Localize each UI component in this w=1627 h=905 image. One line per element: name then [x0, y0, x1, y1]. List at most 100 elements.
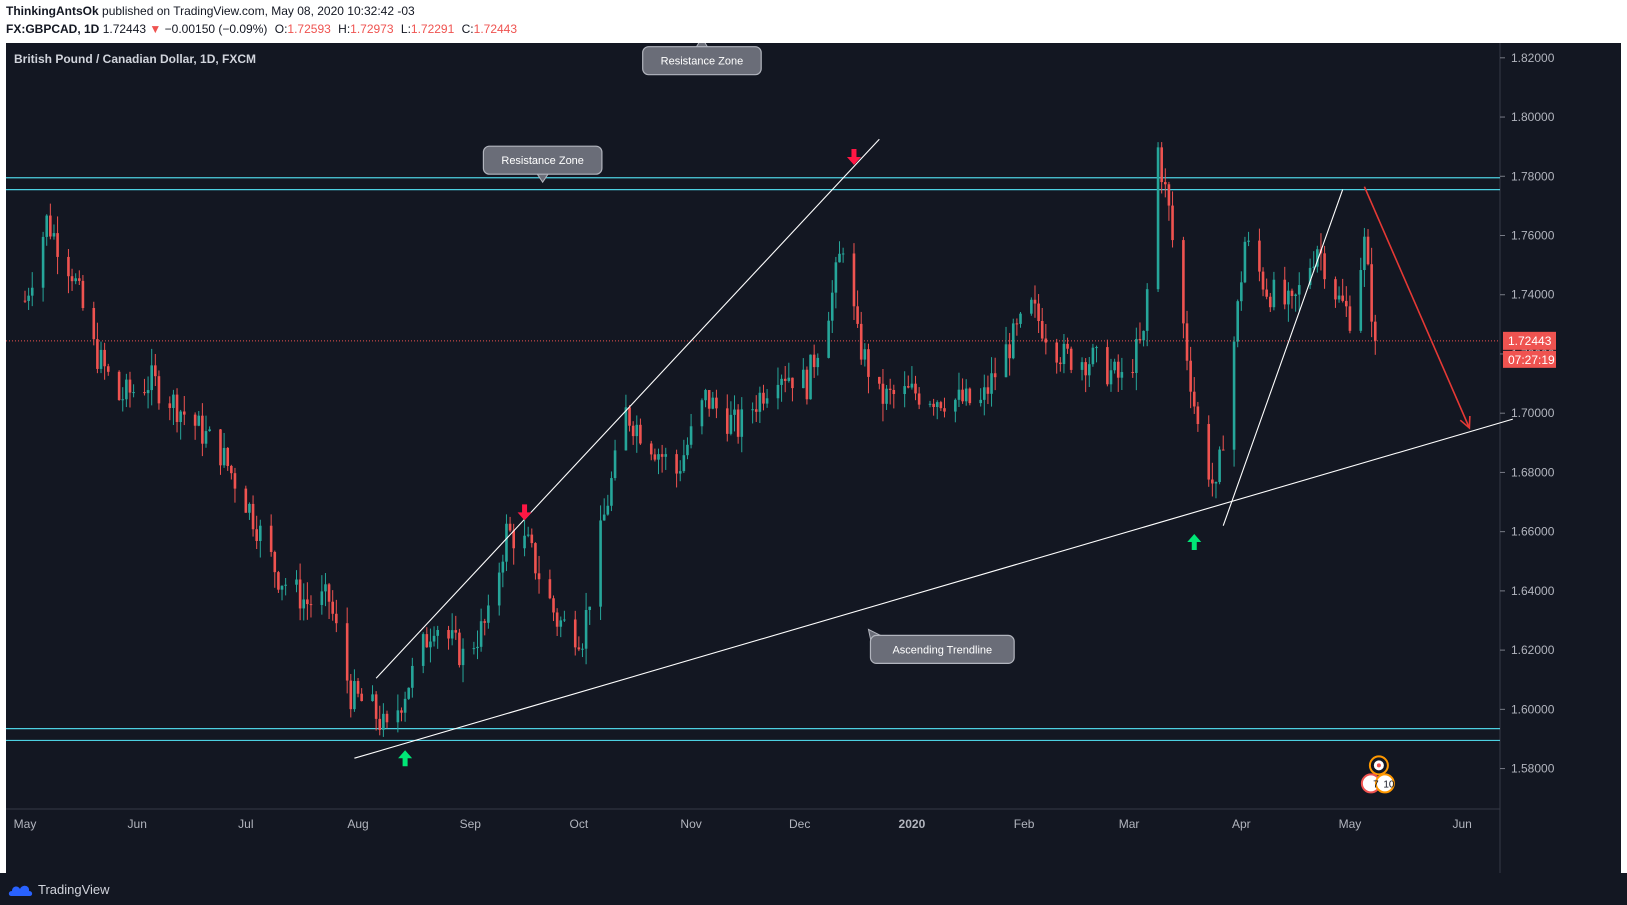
candle-up: [740, 409, 744, 437]
candle-up: [990, 373, 993, 394]
candle-down: [49, 215, 52, 237]
candle-up: [324, 584, 327, 592]
y-tick-label: 1.58000: [1511, 762, 1555, 776]
candle-down: [1258, 240, 1261, 272]
author-name[interactable]: ThinkingAntsOk: [6, 4, 99, 18]
candle-down: [914, 383, 917, 394]
candle-down: [335, 613, 338, 624]
change-arrow: ▼: [149, 22, 162, 36]
candle-down: [577, 647, 581, 650]
candle-down: [762, 392, 765, 404]
candle-up: [816, 357, 820, 368]
candle-up: [1294, 294, 1297, 296]
price-chart[interactable]: 1.820001.800001.780001.760001.740001.720…: [6, 43, 1621, 873]
candle-up: [903, 386, 906, 395]
candle-up: [487, 605, 490, 623]
candle-down: [96, 339, 99, 369]
candle-up: [1297, 285, 1301, 295]
candle-up: [396, 710, 400, 723]
x-tick-label: Jul: [238, 817, 253, 831]
candle-down: [458, 632, 461, 666]
candle-down: [67, 256, 70, 277]
candle-up: [284, 584, 287, 586]
tradingview-brand[interactable]: TradingView: [8, 881, 110, 897]
candle-up: [1316, 249, 1319, 267]
candle-down: [537, 573, 541, 580]
y-tick-label: 1.78000: [1511, 169, 1555, 183]
candle-down: [1167, 184, 1171, 206]
candle-down: [454, 630, 458, 633]
x-tick-label: Dec: [789, 817, 810, 831]
candle-down: [534, 543, 537, 574]
candle-up: [602, 514, 606, 521]
candle-up: [809, 354, 812, 400]
candle-down: [552, 598, 555, 613]
sell-signal-arrow: [517, 504, 532, 521]
candle-down: [1189, 360, 1192, 392]
candle-down: [277, 572, 280, 590]
candle-down: [649, 443, 653, 455]
candle-up: [1363, 236, 1366, 271]
candle-up: [1272, 279, 1276, 308]
candle-up: [41, 236, 45, 288]
candle-down: [78, 278, 81, 281]
candle-down: [400, 710, 403, 713]
candle-up: [1359, 270, 1363, 331]
candle-down: [1044, 338, 1048, 343]
candle-up: [1236, 301, 1239, 342]
candle-up: [501, 561, 505, 573]
candle-up: [581, 648, 584, 650]
candle-up: [610, 478, 613, 506]
candle-down: [1345, 300, 1348, 307]
candle-down: [1283, 279, 1287, 305]
candle-down: [1211, 479, 1214, 484]
candle-up: [421, 634, 425, 666]
price-change: −0.00150 (−0.09%): [164, 22, 268, 36]
candle-down: [1106, 347, 1109, 385]
y-tick-label: 1.62000: [1511, 643, 1555, 657]
candle-up: [411, 665, 414, 688]
x-tick-label: Feb: [1014, 817, 1035, 831]
candle-up: [711, 397, 715, 409]
candle-down: [1341, 295, 1344, 301]
candle-down: [92, 308, 96, 340]
candle-down: [23, 300, 27, 302]
y-tick-label: 1.60000: [1511, 702, 1555, 716]
chart-background: [6, 43, 1621, 873]
candle-down: [425, 634, 429, 648]
candle-up: [979, 399, 982, 404]
candle-down: [548, 579, 552, 599]
candle-down: [244, 488, 248, 513]
candle-down: [631, 425, 635, 437]
candle-up: [99, 349, 103, 369]
footer-bar: TradingView: [0, 873, 1627, 905]
candle-up: [208, 429, 211, 432]
candle-down: [1160, 147, 1163, 183]
y-tick-label: 1.64000: [1511, 584, 1555, 598]
candle-up: [1091, 347, 1095, 365]
candle-down: [639, 424, 642, 444]
candle-up: [302, 599, 306, 609]
candle-down: [1069, 348, 1073, 370]
candle-down: [157, 376, 161, 404]
candle-up: [353, 681, 356, 710]
candle-up: [584, 610, 588, 649]
candle-up: [280, 585, 284, 590]
candle-up: [830, 292, 834, 321]
candle-down: [117, 371, 121, 401]
candle-down: [1268, 296, 1272, 308]
candle-up: [964, 388, 968, 402]
candle-down: [852, 253, 856, 307]
candle-down: [512, 530, 515, 549]
candle-down: [226, 447, 230, 466]
candle-up: [432, 635, 436, 642]
candle-up: [461, 648, 465, 666]
candle-up: [689, 426, 693, 445]
candle-up: [910, 383, 914, 388]
candle-up: [1019, 313, 1022, 324]
candle-up: [613, 450, 617, 479]
callout-box: [642, 46, 762, 76]
candle-up: [1087, 364, 1091, 376]
candle-up: [407, 687, 411, 699]
candle-down: [805, 369, 809, 400]
